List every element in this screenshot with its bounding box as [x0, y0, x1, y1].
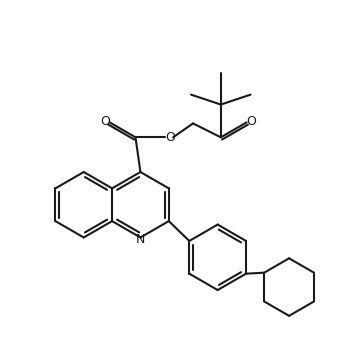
Text: O: O [247, 115, 257, 128]
Text: O: O [165, 131, 175, 144]
Text: N: N [136, 233, 145, 246]
Text: O: O [100, 115, 110, 128]
